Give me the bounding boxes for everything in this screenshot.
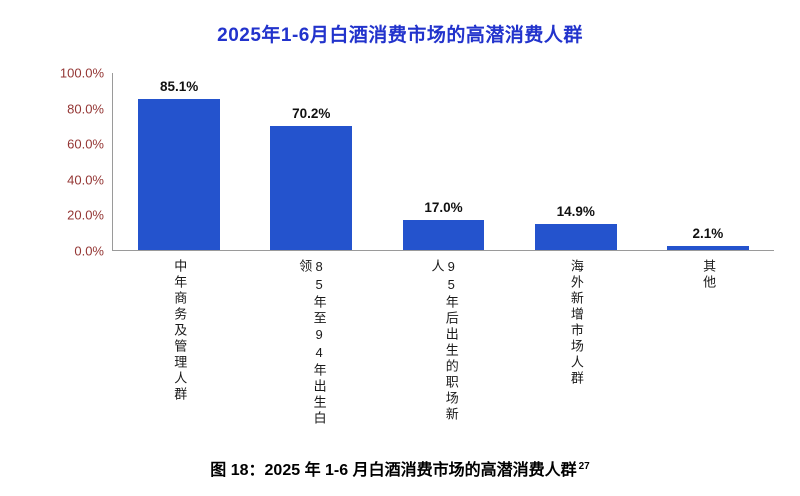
y-tick-label: 40.0% <box>67 172 104 188</box>
x-axis-labels: 中年商务及管理人群 85年至94年出生白领 95年后出生的职场新人 海外新增市场… <box>113 259 774 431</box>
figure-caption: 图 18：2025 年 1-6 月白酒消费市场的高潜消费人群 27 <box>0 456 800 480</box>
bar-value-label: 2.1% <box>692 226 724 242</box>
bar <box>666 246 749 250</box>
bar-column: 85.1% <box>113 73 245 250</box>
bar-column: 70.2% <box>245 73 377 250</box>
plot-area: 85.1% 70.2% 17.0% 14.9% 2.1% <box>112 73 774 251</box>
bar <box>402 219 485 250</box>
y-tick-label: 20.0% <box>67 207 104 223</box>
x-category-label: 95年后出生的职场新人 <box>429 259 459 423</box>
bar-column: 17.0% <box>377 73 509 250</box>
chart-title: 2025年1-6月白酒消费市场的高潜消费人群 <box>217 25 583 46</box>
y-axis: 100.0% 80.0% 60.0% 40.0% 20.0% 0.0% <box>34 66 112 259</box>
y-tick-label: 0.0% <box>74 243 104 259</box>
x-category-label: 85年至94年出生白领 <box>297 259 327 427</box>
x-category-label: 中年商务及管理人群 <box>172 259 188 403</box>
x-category-label: 海外新增市场人群 <box>568 259 584 387</box>
bar-chart: 100.0% 80.0% 60.0% 40.0% 20.0% 0.0% 85.1… <box>34 66 774 259</box>
x-category-label: 其他 <box>701 259 717 291</box>
bar <box>270 125 353 250</box>
bar-column: 14.9% <box>510 73 642 250</box>
figure-caption-text: 图 18：2025 年 1-6 月白酒消费市场的高潜消费人群 <box>210 462 577 479</box>
bar-value-label: 17.0% <box>424 199 463 215</box>
y-tick-label: 100.0% <box>59 65 104 81</box>
bar-value-label: 14.9% <box>556 203 595 219</box>
y-tick-label: 80.0% <box>67 101 104 117</box>
bar-column: 2.1% <box>642 73 774 250</box>
bar-value-label: 85.1% <box>159 79 199 95</box>
y-tick-label: 60.0% <box>67 136 104 152</box>
bar <box>534 223 617 250</box>
footnote-superscript: 27 <box>578 460 590 472</box>
bar-value-label: 70.2% <box>292 105 331 121</box>
bar <box>138 99 221 250</box>
